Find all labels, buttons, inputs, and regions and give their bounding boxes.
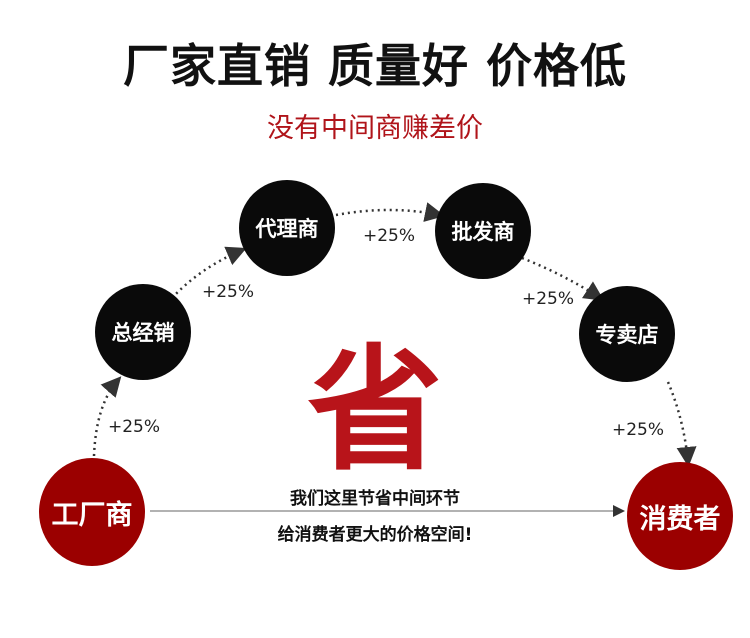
node-general-distributor: 总经销 [95,284,191,380]
node-store: 专卖店 [579,286,675,382]
node-consumer: 消费者 [627,462,733,570]
arrow-wholesaler-to-store [521,256,605,301]
arrow-agent-to-wholesaler [335,202,445,222]
node-factory: 工厂商 [39,458,145,566]
message-line-2: 给消费者更大的价格空间! [277,525,473,545]
markup-label: +25% [108,417,161,437]
node-agent: 代理商 [239,180,335,276]
markup-label: +25% [363,226,416,246]
arrow-store-to-consumer [666,381,697,467]
message-line-1: 我们这里节省中间环节 [290,489,460,509]
page-title: 厂家直销 质量好 价格低 [122,39,628,93]
markup-label: +25% [202,282,255,302]
save-character: 省 [307,332,443,489]
markup-label: +25% [612,420,665,440]
node-wholesaler: 批发商 [435,183,531,279]
markup-label: +25% [522,289,575,309]
page-subtitle: 没有中间商赚差价 [267,113,483,144]
